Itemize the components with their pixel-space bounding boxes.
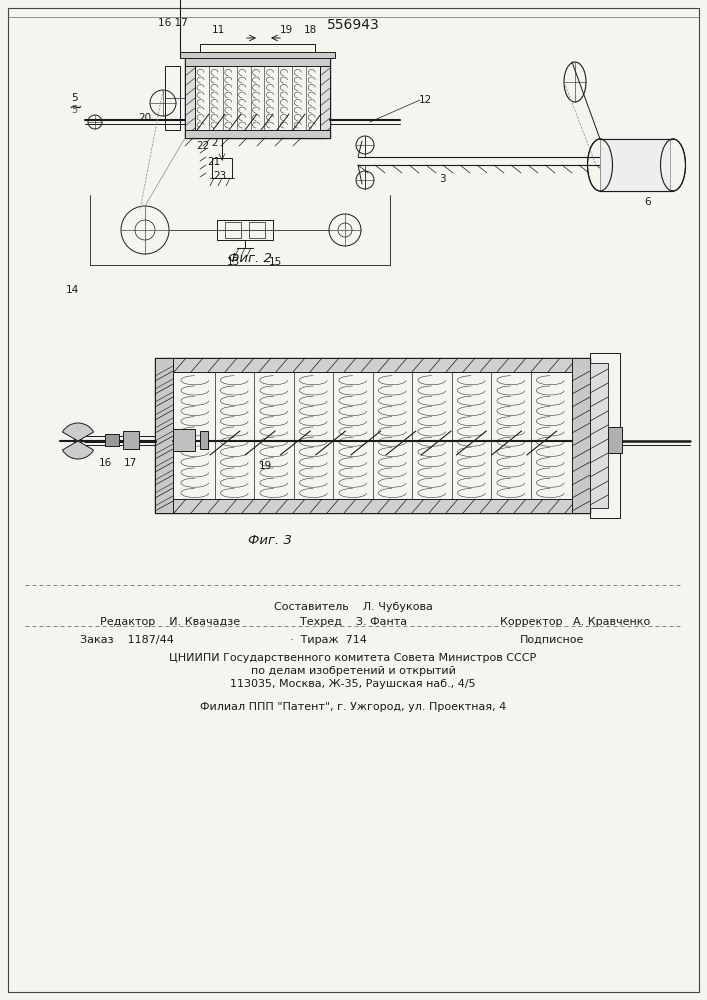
Text: Техред    З. Фанта: Техред З. Фанта: [300, 617, 407, 627]
Text: 3: 3: [438, 174, 445, 184]
Bar: [608, 427, 622, 453]
Text: 20: 20: [139, 113, 151, 123]
Bar: [185, 58, 195, 138]
Text: 5: 5: [71, 105, 77, 115]
Bar: [590, 363, 608, 508]
Text: 6: 6: [645, 197, 651, 207]
Text: Составитель    Л. Чубукова: Составитель Л. Чубукова: [274, 602, 433, 612]
Bar: [217, 220, 273, 240]
Bar: [155, 499, 590, 513]
Bar: [212, 158, 232, 178]
Bar: [180, 52, 335, 58]
Text: Подписное: Подписное: [520, 635, 585, 645]
Text: ·  Тираж  714: · Тираж 714: [290, 635, 367, 645]
Text: по делам изобретений и открытий: по делам изобретений и открытий: [250, 666, 455, 676]
Bar: [185, 130, 330, 138]
Text: 13: 13: [226, 257, 240, 267]
Text: 113035, Москва, Ж-35, Раушская наб., 4/5: 113035, Москва, Ж-35, Раушская наб., 4/5: [230, 679, 476, 689]
Text: 17: 17: [124, 458, 136, 468]
Bar: [123, 431, 139, 449]
Text: Заказ    1187/44: Заказ 1187/44: [80, 635, 174, 645]
Text: 11: 11: [211, 25, 225, 35]
Bar: [185, 58, 330, 138]
Text: 16: 16: [98, 458, 112, 468]
Text: ~: ~: [68, 99, 82, 117]
Text: Филиал ППП "Патент", г. Ужгород, ул. Проектная, 4: Филиал ППП "Патент", г. Ужгород, ул. Про…: [200, 702, 506, 712]
Bar: [249, 222, 265, 238]
Text: 19: 19: [258, 461, 271, 471]
Text: 18: 18: [303, 25, 317, 35]
Bar: [173, 429, 195, 451]
Text: 22: 22: [197, 141, 209, 151]
Bar: [572, 358, 590, 513]
Text: 5: 5: [71, 93, 77, 103]
Text: 12: 12: [419, 95, 432, 105]
Text: 15: 15: [269, 257, 281, 267]
Bar: [600, 139, 670, 191]
Bar: [165, 66, 180, 130]
Circle shape: [74, 437, 82, 445]
Text: Редактор    И. Квачадзе: Редактор И. Квачадзе: [100, 617, 240, 627]
Wedge shape: [62, 441, 93, 459]
Bar: [225, 222, 241, 238]
Text: ЦНИИПИ Государственного комитета Совета Министров СССР: ЦНИИПИ Государственного комитета Совета …: [170, 653, 537, 663]
Bar: [155, 358, 590, 372]
Text: Фиг. 2: Фиг. 2: [228, 251, 272, 264]
Bar: [185, 58, 330, 66]
Text: Корректор   А. Кравченко: Корректор А. Кравченко: [500, 617, 650, 627]
Text: 23: 23: [214, 171, 227, 181]
Bar: [320, 58, 330, 138]
Text: 2: 2: [211, 138, 218, 148]
Bar: [105, 434, 119, 446]
Bar: [200, 44, 315, 52]
Text: 19: 19: [279, 25, 293, 35]
Bar: [590, 353, 620, 518]
Wedge shape: [62, 423, 93, 441]
Bar: [155, 358, 173, 513]
Text: Фиг. 3: Фиг. 3: [248, 534, 292, 548]
Text: 556943: 556943: [327, 18, 380, 32]
Text: 21: 21: [207, 157, 221, 167]
Bar: [155, 358, 590, 513]
Text: 14: 14: [65, 285, 78, 295]
Bar: [200, 431, 208, 449]
Text: 16 17: 16 17: [158, 18, 188, 28]
